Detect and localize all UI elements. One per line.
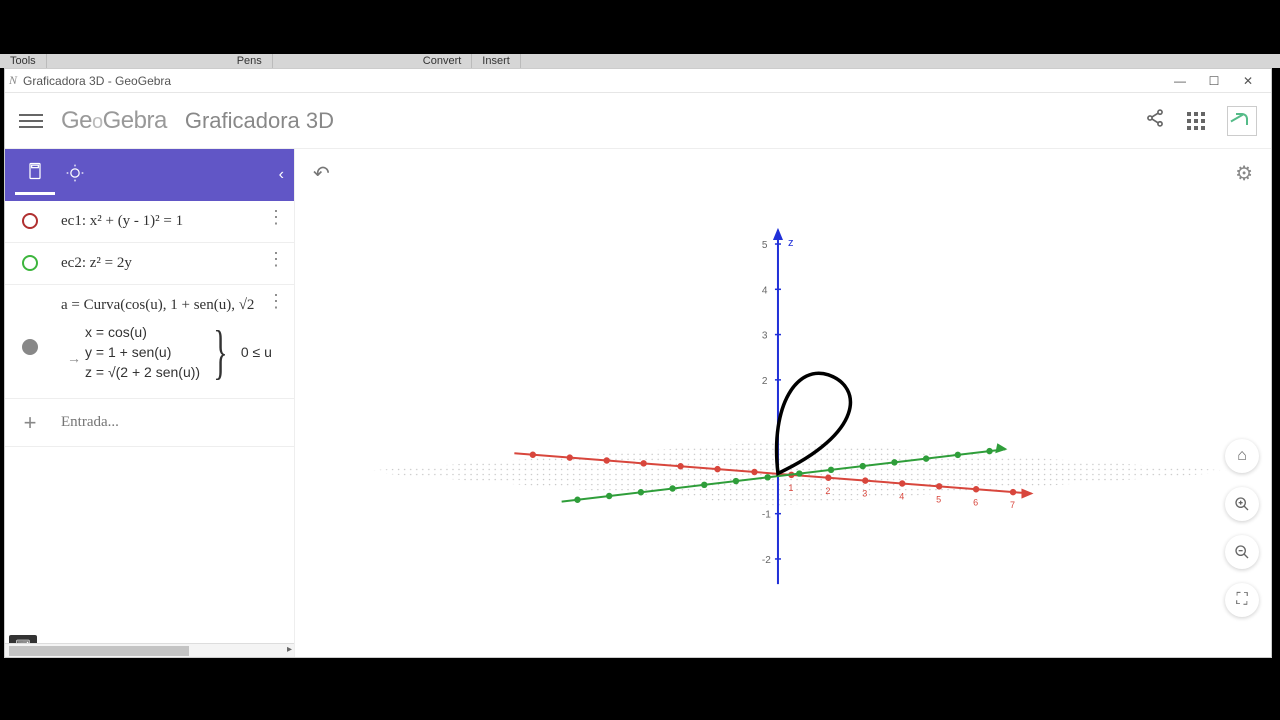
svg-text:7: 7 xyxy=(1010,500,1015,510)
curve-y: y = 1 + sen(u) xyxy=(85,344,200,360)
svg-text:3: 3 xyxy=(862,489,867,499)
input-row: + xyxy=(5,399,294,447)
visibility-toggle-3[interactable] xyxy=(22,339,38,355)
share-icon[interactable] xyxy=(1145,108,1165,133)
svg-text:5: 5 xyxy=(762,240,768,251)
logo: GeoGebra xyxy=(61,107,167,135)
menu-icon[interactable] xyxy=(19,109,43,133)
app-subtitle: Graficadora 3D xyxy=(185,108,334,134)
close-button[interactable]: ✕ xyxy=(1237,74,1259,88)
avatar[interactable] xyxy=(1227,106,1257,136)
3d-plot[interactable]: z 5 4 3 2 -1 -2 1 2 3 4 5 6 7 xyxy=(295,149,1271,657)
menu-insert[interactable]: Insert xyxy=(472,54,521,68)
minimize-button[interactable]: — xyxy=(1169,74,1191,88)
svg-text:4: 4 xyxy=(899,492,904,502)
algebra-tab[interactable] xyxy=(15,155,55,195)
maximize-button[interactable]: ☐ xyxy=(1203,74,1225,88)
equation-row-2[interactable]: ec2: z² = 2y ⋮ xyxy=(5,243,294,285)
menu-tools[interactable]: Tools xyxy=(0,54,47,68)
menu-convert[interactable]: Convert xyxy=(413,54,473,68)
sidebar-toolbar: ‹ xyxy=(5,149,294,201)
onenote-menu: Tools Pens Convert Insert xyxy=(0,54,1280,68)
svg-text:-2: -2 xyxy=(762,555,771,566)
svg-text:4: 4 xyxy=(762,285,768,296)
curve-z: z = √(2 + 2 sen(u)) xyxy=(85,364,200,380)
brace-icon: } xyxy=(213,327,227,377)
collapse-sidebar-icon[interactable]: ‹ xyxy=(279,166,284,184)
3d-view[interactable]: ↶ ⚙ ⌂ ⛶ z5432-1-21234567 xyxy=(295,149,1271,657)
titlebar: N Graficadora 3D - GeoGebra — ☐ ✕ xyxy=(5,69,1271,93)
more-icon[interactable]: ⋮ xyxy=(267,249,284,270)
svg-text:z: z xyxy=(788,237,794,249)
svg-text:1: 1 xyxy=(788,483,793,493)
tools-tab[interactable] xyxy=(55,157,95,194)
add-button[interactable]: + xyxy=(5,410,55,436)
equation-row-1[interactable]: ec1: x² + (y - 1)² = 1 ⋮ xyxy=(5,201,294,243)
svg-text:2: 2 xyxy=(825,486,830,496)
app-header: GeoGebra Graficadora 3D xyxy=(5,93,1271,149)
svg-text:-1: -1 xyxy=(762,510,771,521)
curve-range: 0 ≤ u xyxy=(241,344,272,360)
more-icon[interactable]: ⋮ xyxy=(267,207,284,228)
h-scrollbar[interactable]: ▸ xyxy=(5,643,294,657)
algebra-view: ec1: x² + (y - 1)² = 1 ⋮ ec2: z² = 2y ⋮ … xyxy=(5,201,294,643)
equation-1-text: ec1: x² + (y - 1)² = 1 xyxy=(55,209,286,234)
curve-definition: a = Curva(cos(u), 1 + sen(u), √2 xyxy=(61,297,282,314)
svg-text:3: 3 xyxy=(762,331,768,342)
visibility-toggle-2[interactable] xyxy=(22,255,38,271)
app-window: N Graficadora 3D - GeoGebra — ☐ ✕ GeoGeb… xyxy=(4,68,1272,658)
svg-text:2: 2 xyxy=(762,376,768,387)
svg-text:6: 6 xyxy=(973,497,978,507)
algebra-input[interactable] xyxy=(55,408,294,437)
window-title: Graficadora 3D - GeoGebra xyxy=(23,74,171,88)
more-icon[interactable]: ⋮ xyxy=(267,291,284,312)
equation-row-3[interactable]: a = Curva(cos(u), 1 + sen(u), √2 x = cos… xyxy=(5,285,294,399)
sidebar: ‹ ec1: x² + (y - 1)² = 1 ⋮ ec2: z² = 2y … xyxy=(5,149,295,657)
menu-pens[interactable]: Pens xyxy=(227,54,273,68)
curve-x: x = cos(u) xyxy=(85,324,200,340)
visibility-toggle-1[interactable] xyxy=(22,213,38,229)
apps-icon[interactable] xyxy=(1187,112,1205,130)
arrow-icon: → xyxy=(67,350,81,366)
app-icon: N xyxy=(9,73,17,88)
equation-2-text: ec2: z² = 2y xyxy=(55,251,286,276)
svg-text:5: 5 xyxy=(936,494,941,504)
